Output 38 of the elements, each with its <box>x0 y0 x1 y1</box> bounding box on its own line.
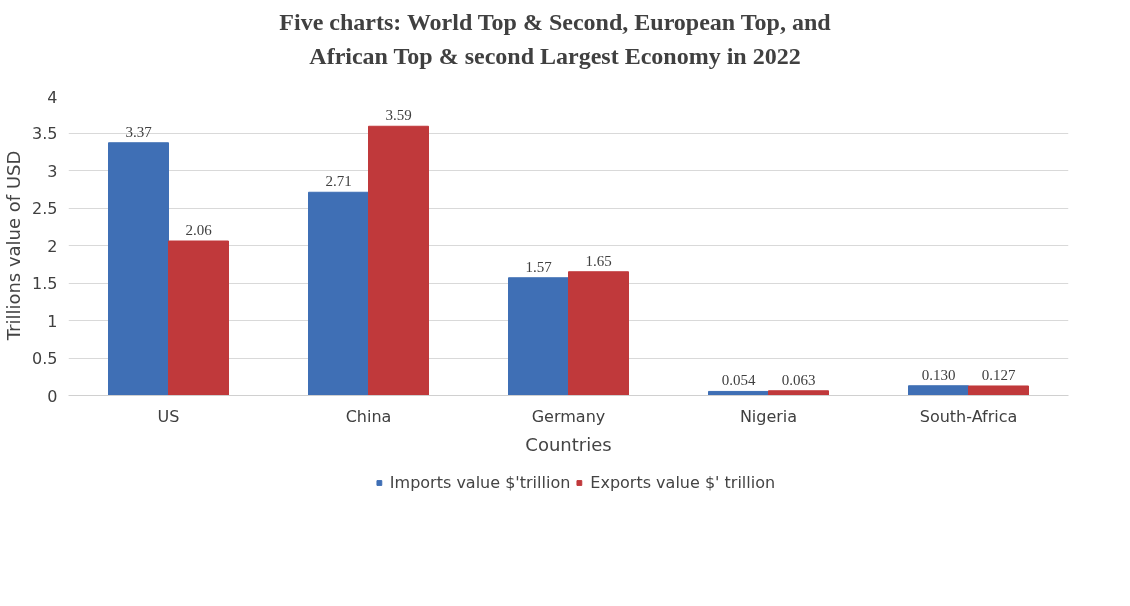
y-tick-label: 4 <box>47 87 58 107</box>
bar <box>768 390 829 396</box>
data-label: 0.127 <box>981 366 1016 383</box>
data-label: 1.57 <box>525 258 553 275</box>
data-label: 0.130 <box>921 366 956 383</box>
x-tick-label: China <box>345 406 392 426</box>
x-tick-label: South-Africa <box>919 406 1018 426</box>
x-tick-label: Nigeria <box>739 406 798 426</box>
legend-label: Imports value $'trillion <box>389 472 571 492</box>
bar <box>368 125 429 396</box>
bar <box>908 385 969 396</box>
x-tick-label: US <box>157 406 180 426</box>
bar <box>568 271 629 396</box>
y-tick-label: 0.5 <box>32 349 58 368</box>
data-label: 1.65 <box>585 252 612 269</box>
bar <box>108 142 169 396</box>
y-tick-label: 3.5 <box>32 124 58 143</box>
data-label: 3.37 <box>125 123 153 140</box>
chart-title: Five charts: World Top & Second, European Top, and African Top & second Largest Economy in 2022 <box>279 8 831 72</box>
data-label: 0.063 <box>781 371 816 388</box>
x-axis-title: Countries <box>525 433 612 455</box>
y-tick-label: 2.5 <box>32 199 58 218</box>
y-tick-label: 1.5 <box>32 274 58 293</box>
data-label: 2.71 <box>325 173 352 190</box>
y-tick-label: 3 <box>47 161 58 181</box>
data-label: 2.06 <box>185 222 213 238</box>
y-axis-title: Trillions value of USD <box>3 150 25 342</box>
y-tick-label: 0 <box>47 386 58 406</box>
y-tick-label: 1 <box>47 311 58 331</box>
data-label: 3.59 <box>385 107 412 124</box>
legend-label: Exports value $' trillion <box>590 472 776 492</box>
bar <box>968 385 1029 396</box>
bar <box>308 191 369 396</box>
data-label: 0.054 <box>721 372 756 389</box>
bar <box>168 240 229 396</box>
y-tick-label: 2 <box>47 236 58 256</box>
x-tick-label: Germany <box>531 406 606 426</box>
bar <box>508 277 569 396</box>
